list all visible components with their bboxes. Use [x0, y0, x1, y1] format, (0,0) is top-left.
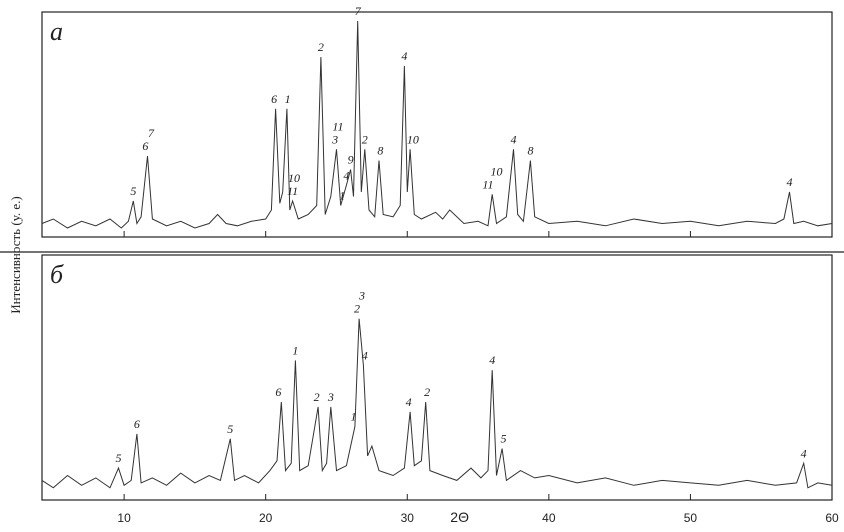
peak-label: 6 — [142, 139, 148, 153]
peak-label: 3 — [331, 132, 338, 146]
x-tick-label: 40 — [542, 511, 556, 525]
peak-label: 3 — [358, 289, 365, 303]
peak-label: 6 — [271, 92, 277, 106]
peak-label: 8 — [377, 144, 383, 158]
peak-label: 4 — [787, 175, 793, 189]
peak-label: 5 — [501, 432, 507, 446]
peak-label: 4 — [489, 353, 495, 367]
peak-label: 4 — [406, 395, 412, 409]
peak-label: 2 — [318, 40, 324, 54]
diffraction-trace — [41, 318, 833, 489]
peak-label: 8 — [527, 144, 533, 158]
peak-label: 11 — [287, 184, 298, 198]
x-tick-label: 30 — [401, 511, 415, 525]
peak-label: 2 — [354, 302, 360, 316]
peak-label: 3 — [327, 390, 334, 404]
peak-label: 10 — [407, 132, 419, 146]
peak-label: 2 — [424, 385, 430, 399]
peak-label: 5 — [130, 184, 136, 198]
peak-label: 4 — [510, 132, 516, 146]
peak-label: 2 — [362, 132, 368, 146]
peak-label: 9 — [348, 153, 354, 167]
peak-label: 1 — [350, 410, 356, 424]
x-tick-label: 50 — [684, 511, 698, 525]
peak-label: 1 — [339, 189, 345, 203]
peak-label: 7 — [148, 126, 155, 140]
x-tick-label: 20 — [259, 511, 273, 525]
peak-label: 1 — [292, 343, 298, 357]
peak-label: 11 — [482, 177, 493, 191]
peak-label: 6 — [275, 385, 281, 399]
peak-label: 7 — [355, 4, 362, 18]
x-tick-label: 10 — [117, 511, 131, 525]
y-axis-label: Интенсивность (у. е.) — [8, 196, 23, 313]
peak-label: 1 — [285, 92, 291, 106]
peak-label: 4 — [801, 446, 807, 460]
peak-label: 4 — [343, 168, 349, 182]
peak-label: 2 — [314, 390, 320, 404]
peak-label: 11 — [332, 119, 343, 133]
panel-label: б — [50, 260, 64, 289]
peak-label: 5 — [227, 422, 233, 436]
plot-frame — [41, 254, 833, 501]
x-axis-label: 2Θ — [450, 509, 469, 525]
peak-label: 10 — [288, 171, 300, 185]
peak-label: 10 — [490, 164, 502, 178]
peak-label: 6 — [134, 417, 140, 431]
x-tick-label: 60 — [825, 511, 839, 525]
peak-label: 4 — [362, 348, 368, 362]
diffraction-trace — [41, 20, 833, 229]
peak-label: 5 — [115, 451, 121, 465]
panel-label: а — [50, 17, 63, 46]
plot-frame — [41, 11, 833, 238]
peak-label: 4 — [401, 49, 407, 63]
